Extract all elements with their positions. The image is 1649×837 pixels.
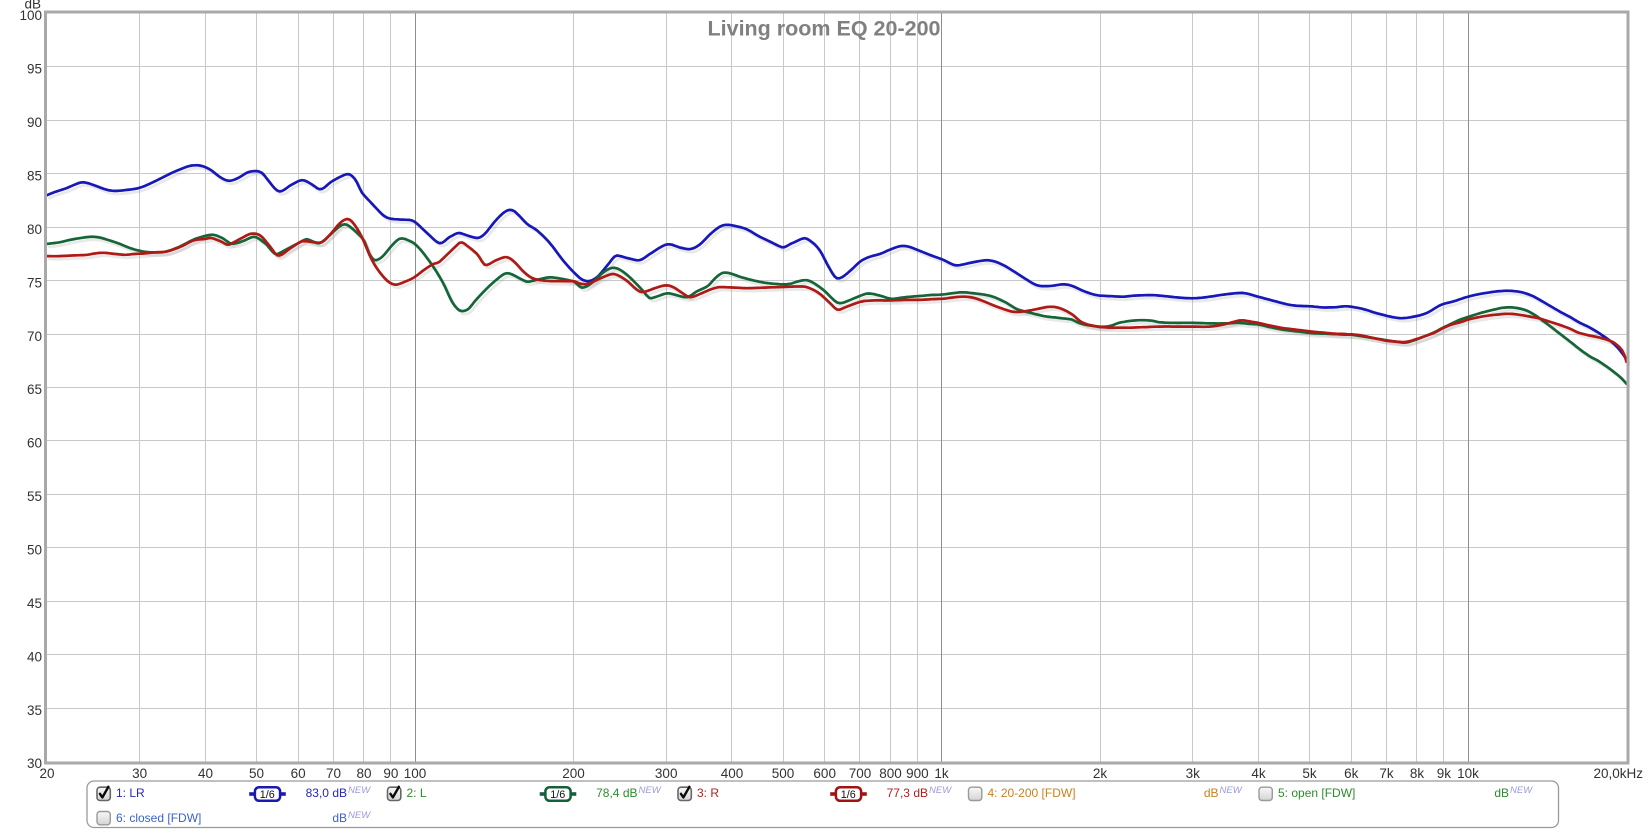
svg-text:6k: 6k [1344, 766, 1359, 781]
svg-text:dB: dB [1204, 786, 1219, 800]
svg-text:90: 90 [27, 115, 42, 130]
svg-text:2: L: 2: L [407, 786, 427, 800]
svg-text:83,0 dB: 83,0 dB [306, 786, 347, 800]
svg-text:900: 900 [906, 766, 929, 781]
svg-text:40: 40 [198, 766, 213, 781]
svg-text:60: 60 [27, 436, 42, 451]
svg-text:78,4 dB: 78,4 dB [596, 786, 637, 800]
svg-text:4k: 4k [1251, 766, 1266, 781]
svg-text:600: 600 [813, 766, 836, 781]
svg-text:NEW: NEW [929, 785, 952, 796]
svg-text:5: open [FDW]: 5: open [FDW] [1278, 786, 1355, 800]
svg-text:40: 40 [27, 649, 42, 664]
svg-text:800: 800 [879, 766, 902, 781]
svg-text:NEW: NEW [348, 810, 371, 821]
svg-text:dB: dB [24, 0, 41, 12]
svg-text:3: R: 3: R [697, 786, 719, 800]
svg-text:77,3 dB: 77,3 dB [887, 786, 928, 800]
svg-text:65: 65 [27, 382, 42, 397]
svg-text:100: 100 [404, 766, 427, 781]
svg-text:30: 30 [27, 756, 42, 771]
svg-text:55: 55 [27, 489, 42, 504]
svg-text:75: 75 [27, 275, 42, 290]
svg-text:3k: 3k [1186, 766, 1201, 781]
svg-text:10k: 10k [1457, 766, 1479, 781]
svg-text:100: 100 [19, 8, 42, 23]
svg-text:1/6: 1/6 [260, 789, 275, 801]
svg-text:4: 20-200 [FDW]: 4: 20-200 [FDW] [988, 786, 1076, 800]
svg-text:60: 60 [291, 766, 306, 781]
svg-text:70: 70 [27, 329, 42, 344]
svg-text:80: 80 [27, 222, 42, 237]
svg-text:20: 20 [39, 766, 54, 781]
svg-text:1/6: 1/6 [550, 789, 565, 801]
svg-text:80: 80 [356, 766, 371, 781]
svg-text:7k: 7k [1379, 766, 1394, 781]
svg-text:500: 500 [772, 766, 795, 781]
svg-text:NEW: NEW [1510, 785, 1533, 796]
svg-text:85: 85 [27, 169, 42, 184]
svg-text:2k: 2k [1093, 766, 1108, 781]
svg-text:NEW: NEW [639, 785, 662, 796]
svg-text:6: closed [FDW]: 6: closed [FDW] [116, 811, 201, 825]
svg-text:50: 50 [249, 766, 264, 781]
svg-text:90: 90 [383, 766, 398, 781]
svg-text:9k: 9k [1437, 766, 1452, 781]
svg-text:1/6: 1/6 [841, 789, 856, 801]
svg-text:700: 700 [849, 766, 872, 781]
svg-text:NEW: NEW [1220, 785, 1243, 796]
svg-text:1: LR: 1: LR [116, 786, 145, 800]
svg-text:95: 95 [27, 62, 42, 77]
svg-text:35: 35 [27, 703, 42, 718]
svg-text:5k: 5k [1302, 766, 1317, 781]
svg-text:8k: 8k [1410, 766, 1425, 781]
svg-text:30: 30 [132, 766, 147, 781]
svg-text:50: 50 [27, 543, 42, 558]
svg-text:dB: dB [1494, 786, 1509, 800]
svg-text:1k: 1k [934, 766, 949, 781]
svg-text:45: 45 [27, 596, 42, 611]
svg-text:NEW: NEW [348, 785, 371, 796]
svg-text:dB: dB [332, 811, 347, 825]
svg-text:20,0kHz: 20,0kHz [1593, 766, 1643, 781]
svg-text:Living room EQ 20-200: Living room EQ 20-200 [708, 17, 941, 41]
svg-text:400: 400 [721, 766, 744, 781]
svg-text:300: 300 [655, 766, 678, 781]
svg-text:200: 200 [562, 766, 585, 781]
svg-text:70: 70 [326, 766, 341, 781]
